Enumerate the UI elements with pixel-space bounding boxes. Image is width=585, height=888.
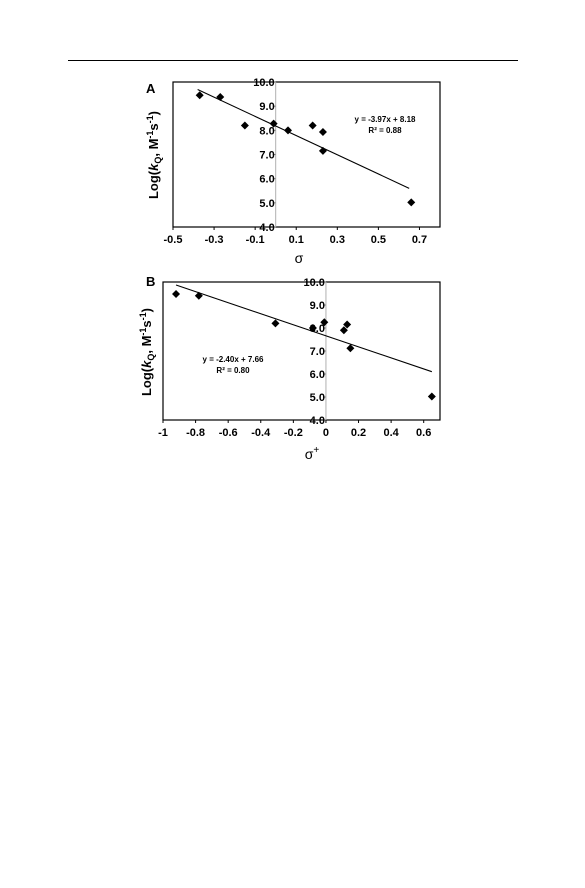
data-point [172,289,181,298]
x-tick-label: 0.4 [383,427,399,439]
data-point [269,119,278,128]
y-axis-label: Log(kQ, M-1s-1) [138,308,156,396]
data-point [308,121,317,130]
y-tick-label: 8.0 [259,125,274,137]
header-rule [68,60,518,61]
x-tick-label: 0.1 [289,234,304,246]
x-tick-label: 0.2 [351,427,366,439]
x-tick-label: -0.5 [164,234,183,246]
chart-a: A Log(kQ, M-1s-1) σ y = -3.97x + 8.18 R²… [145,77,441,266]
y-tick-label: 5.0 [259,198,274,210]
x-tick-label: 0.6 [416,427,431,439]
data-point [216,92,225,101]
y-tick-label: 7.0 [310,346,325,358]
x-tick-label: 0 [323,427,329,439]
panel-label: A [146,81,156,96]
x-tick-label: -0.4 [251,427,271,439]
x-tick-label: 0.5 [371,234,386,246]
data-point [339,326,348,335]
x-axis-label: σ+ [305,445,320,462]
trendline [175,284,433,373]
data-point [427,392,436,401]
panel-label: B [146,274,155,289]
data-point [284,126,293,135]
plot-frame [162,281,441,421]
y-tick-label: 10.0 [253,77,274,89]
y-tick-label: 10.0 [304,277,325,289]
x-tick-label: -0.2 [284,427,303,439]
data-point [194,291,203,300]
y-tick-label: 4.0 [310,415,325,427]
data-point [318,128,327,137]
x-tick-label: -0.3 [205,234,224,246]
y-tick-label: 5.0 [310,392,325,404]
y-tick-label: 6.0 [259,174,274,186]
x-tick-label: -0.8 [186,427,205,439]
plot-frame [172,81,441,228]
data-point [407,198,416,207]
fit-equation: y = -2.40x + 7.66 [203,355,264,364]
chart-b: B Log(kQ, M-1s-1) σ+ y = -2.40x + 7.66 R… [138,274,441,462]
data-point [318,146,327,155]
x-axis-label: σ [295,250,304,266]
data-point [195,91,204,100]
x-tick-label: -1 [158,427,168,439]
y-tick-label: 7.0 [259,150,274,162]
y-tick-label: 4.0 [259,222,274,234]
r-squared: R² = 0.80 [216,366,250,375]
y-axis-label: Log(kQ, M-1s-1) [145,111,163,199]
x-tick-label: 0.3 [330,234,345,246]
y-tick-label: 9.0 [310,300,325,312]
fit-equation: y = -3.97x + 8.18 [355,115,416,124]
y-tick-label: 9.0 [259,101,274,113]
x-tick-label: -0.6 [219,427,238,439]
data-point [320,318,329,327]
data-point [240,121,249,130]
y-tick-label: 6.0 [310,369,325,381]
data-point [271,319,280,328]
r-squared: R² = 0.88 [368,126,402,135]
trendline [197,89,410,189]
x-tick-label: 0.7 [412,234,427,246]
data-point [343,320,352,329]
x-tick-label: -0.1 [246,234,265,246]
data-point [346,344,355,353]
data-point [308,324,317,332]
